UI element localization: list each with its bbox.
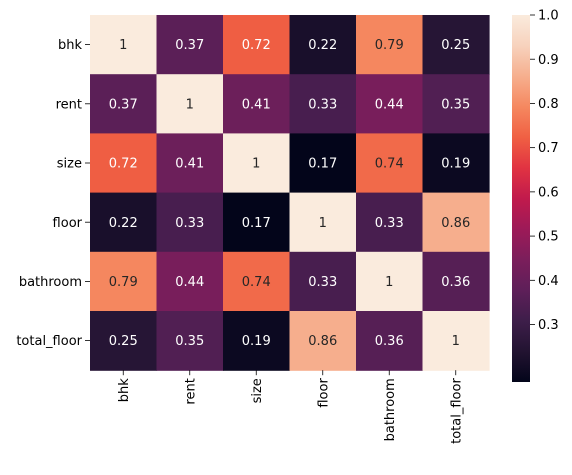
heatmap-cell (356, 192, 424, 253)
cell-value-label: 0.17 (242, 216, 271, 231)
heatmap-cells (90, 15, 490, 371)
cell-value-label: 0.41 (175, 157, 204, 172)
heatmap-cell (289, 133, 357, 194)
heatmap-cell (156, 192, 224, 253)
colorbar-tick-label: 0.9 (538, 53, 559, 68)
colorbar-tick-label: 0.3 (538, 318, 559, 333)
cell-value-label: 1 (119, 38, 127, 53)
cell-value-label: 0.22 (109, 216, 138, 231)
heatmap-cell (156, 311, 224, 371)
cell-value-label: 0.79 (375, 38, 404, 53)
cell-value-label: 0.72 (109, 157, 138, 172)
cell-value-label: 1 (319, 216, 327, 231)
cell-value-label: 0.36 (375, 334, 404, 349)
heatmap-cell (90, 15, 158, 75)
colorbar-tick-label: 0.4 (538, 274, 559, 289)
cell-value-label: 0.33 (308, 275, 337, 290)
heatmap-cell (156, 133, 224, 194)
cell-value-label: 0.86 (308, 334, 337, 349)
heatmap-cell (223, 311, 291, 371)
column-label: bathroom (383, 378, 398, 441)
cell-value-label: 1 (452, 334, 460, 349)
column-label: total_floor (449, 378, 464, 444)
heatmap-cell (356, 311, 424, 371)
heatmap-cell (422, 251, 490, 312)
heatmap-cell (289, 74, 357, 134)
cell-value-label: 0.33 (308, 97, 337, 112)
row-label: bathroom (19, 275, 82, 290)
x-tick-labels: bhk rent size floor bathroom total_floor (117, 370, 464, 444)
colorbar-tick-label: 1.0 (538, 9, 559, 24)
cell-value-label: 0.19 (441, 157, 470, 172)
cell-value-label: 1 (252, 157, 260, 172)
column-label: floor (316, 378, 331, 408)
heatmap-cell (356, 251, 424, 312)
y-tick-labels: bhk rent size floor bathroom total_floor (16, 38, 90, 349)
heatmap-cell (90, 311, 158, 371)
heatmap-cell (422, 192, 490, 253)
colorbar (512, 15, 530, 382)
heatmap-cell (356, 133, 424, 194)
heatmap-cell (422, 311, 490, 371)
row-label: size (57, 157, 82, 172)
heatmap-cell (223, 133, 291, 194)
cell-value-label: 0.25 (441, 38, 470, 53)
colorbar-ticks: 0.3 0.4 0.5 0.6 0.7 0.8 0.9 1.0 (530, 9, 559, 333)
cell-value-label: 0.74 (242, 275, 271, 290)
colorbar-tick-label: 0.7 (538, 141, 559, 156)
cell-value-label: 0.37 (175, 38, 204, 53)
cell-value-label: 0.86 (441, 216, 470, 231)
heatmap-cell (422, 15, 490, 75)
row-label: rent (56, 97, 82, 112)
colorbar-tick-label: 0.5 (538, 230, 559, 245)
heatmap-annotations: 1 0.37 0.72 0.22 0.79 0.25 0.37 1 0.41 0.33 0.44 0.… (109, 38, 470, 349)
heatmap-cell (289, 192, 357, 253)
column-label: bhk (117, 378, 132, 402)
cell-value-label: 0.17 (308, 157, 337, 172)
heatmap-cell (356, 74, 424, 134)
row-label: floor (53, 216, 83, 231)
heatmap-cell (90, 133, 158, 194)
colorbar-tick-label: 0.6 (538, 185, 559, 200)
heatmap-cell (356, 15, 424, 75)
heatmap-cell (156, 15, 224, 75)
heatmap-cell (90, 192, 158, 253)
row-label: total_floor (16, 334, 82, 349)
cell-value-label: 0.25 (109, 334, 138, 349)
cell-value-label: 0.37 (109, 97, 138, 112)
column-label: rent (183, 378, 198, 404)
heatmap-cell (90, 74, 158, 134)
heatmap-cell (289, 311, 357, 371)
cell-value-label: 0.33 (175, 216, 204, 231)
cell-value-label: 0.22 (308, 38, 337, 53)
cell-value-label: 0.44 (375, 97, 404, 112)
heatmap-cell (156, 251, 224, 312)
cell-value-label: 0.35 (441, 97, 470, 112)
heatmap-cell (156, 74, 224, 134)
cell-value-label: 0.44 (175, 275, 204, 290)
heatmap-cell (223, 192, 291, 253)
heatmap-cell (223, 15, 291, 75)
cell-value-label: 0.79 (109, 275, 138, 290)
row-label: bhk (58, 38, 82, 53)
heatmap-cell (422, 133, 490, 194)
heatmap-cell (422, 74, 490, 134)
heatmap-cell (90, 251, 158, 312)
colorbar-tick-label: 0.8 (538, 97, 559, 112)
cell-value-label: 0.36 (441, 275, 470, 290)
cell-value-label: 0.74 (375, 157, 404, 172)
cell-value-label: 0.33 (375, 216, 404, 231)
heatmap-cell (223, 74, 291, 134)
cell-value-label: 0.35 (175, 334, 204, 349)
cell-value-label: 1 (385, 275, 393, 290)
heatmap-cell (289, 15, 357, 75)
heatmap-cell (289, 251, 357, 312)
cell-value-label: 1 (186, 97, 194, 112)
cell-value-label: 0.72 (242, 38, 271, 53)
cell-value-label: 0.41 (242, 97, 271, 112)
column-label: size (250, 378, 265, 403)
cell-value-label: 0.19 (242, 334, 271, 349)
heatmap-cell (223, 251, 291, 312)
